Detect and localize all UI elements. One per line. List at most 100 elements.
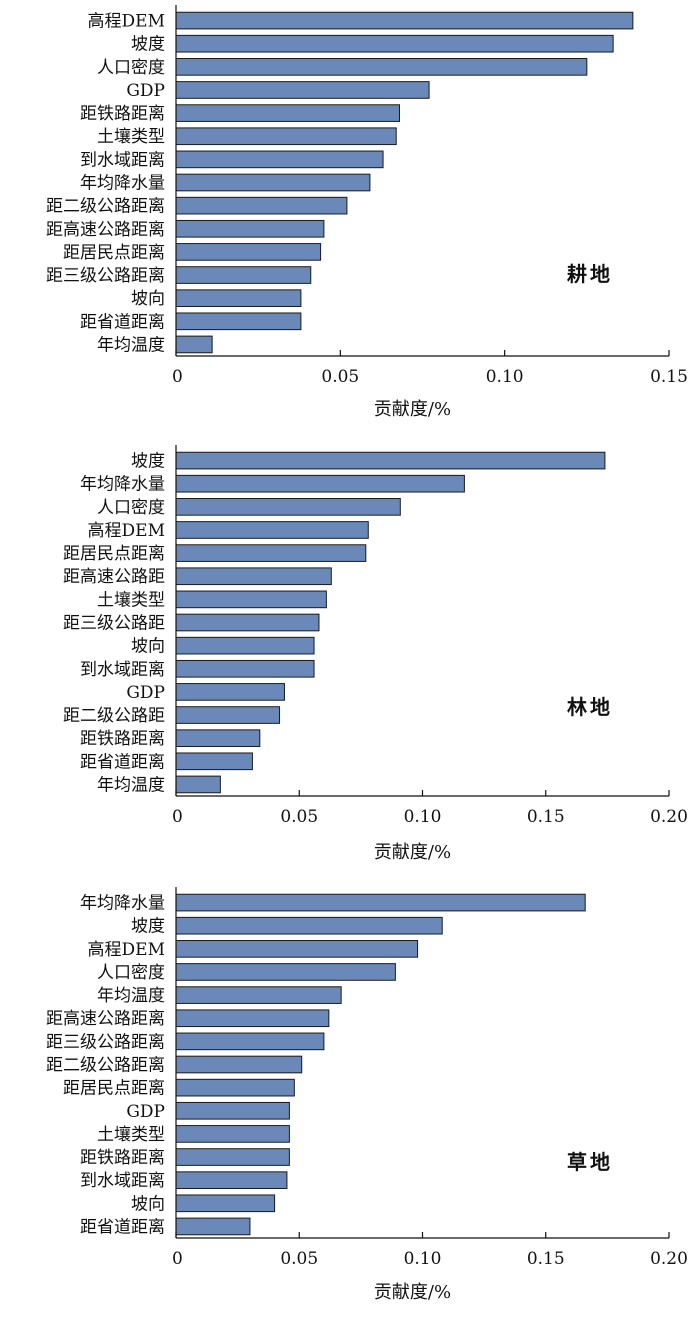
bar [175, 636, 315, 655]
category-label: 距铁路距离 [80, 1148, 165, 1168]
category-label: GDP [126, 683, 165, 703]
x-tick-label: 0.10 [404, 807, 442, 827]
bar [175, 683, 285, 701]
bar [175, 451, 606, 470]
bar [175, 150, 384, 169]
panel-label: 林地 [567, 695, 613, 719]
category-label: 距二级公路距 [63, 706, 165, 726]
category-label: 年均降水量 [80, 475, 165, 495]
category-label: 距二级公路距离 [46, 1056, 165, 1076]
bar [175, 963, 396, 981]
category-label: 土壤类型 [97, 589, 165, 610]
category-label: 距高速公路距离 [46, 1009, 165, 1029]
bar [175, 58, 588, 76]
bar [175, 752, 253, 771]
category-label: 人口密度 [97, 498, 165, 518]
bar [175, 335, 213, 354]
category-label: 坡度 [131, 35, 165, 55]
x-tick-label: 0.20 [650, 1249, 688, 1269]
bar [175, 986, 342, 1004]
category-label: 坡向 [131, 637, 165, 657]
bar [175, 104, 400, 122]
bar [175, 34, 614, 53]
bar [175, 289, 302, 307]
category-label: 距居民点距离 [63, 544, 165, 564]
category-label: 到水域距离 [80, 1171, 165, 1191]
category-label: 高程DEM [88, 521, 165, 541]
category-label: 距铁路距离 [80, 104, 165, 124]
category-label: 年均降水量 [80, 894, 165, 914]
x-tick-label: 0.10 [404, 1249, 442, 1269]
bar [175, 498, 401, 516]
bar [175, 1148, 290, 1166]
bar [175, 775, 221, 794]
bar [175, 266, 312, 284]
category-label: 坡向 [131, 1194, 165, 1214]
category-label: 土壤类型 [97, 1124, 165, 1145]
category-label: 距铁路距离 [80, 729, 165, 749]
category-label: 年均温度 [97, 986, 165, 1006]
bar [175, 613, 320, 632]
bar [175, 893, 586, 912]
category-label: 人口密度 [97, 963, 165, 983]
x-tick-label: 0 [172, 1249, 183, 1269]
x-tick-label: 0.05 [280, 1249, 318, 1269]
bar [175, 1217, 251, 1236]
bar [175, 544, 367, 562]
x-tick-label: 0.20 [650, 807, 688, 827]
x-tick-label: 0 [172, 807, 183, 827]
x-axis-label: 贡献度/% [374, 1282, 451, 1303]
x-tick-label: 0.15 [527, 1249, 565, 1269]
bar [175, 219, 325, 238]
category-label: 年均温度 [97, 775, 165, 795]
bar [175, 474, 465, 493]
bar [175, 567, 332, 586]
category-label: 距三级公路距离 [46, 1032, 165, 1052]
category-label: GDP [126, 1102, 165, 1122]
category-label: 年均温度 [97, 335, 165, 355]
x-tick-label: 0.15 [650, 367, 688, 387]
category-label: 到水域距离 [80, 150, 165, 170]
bar [175, 127, 397, 146]
bar [175, 706, 281, 724]
bar [175, 521, 369, 539]
category-label: 坡向 [131, 289, 165, 309]
bar [175, 81, 430, 99]
panel-label: 耕地 [567, 262, 613, 286]
category-label: 坡度 [131, 917, 165, 937]
category-label: 坡度 [131, 452, 165, 472]
bar [175, 1055, 303, 1074]
category-label: 到水域距离 [80, 660, 165, 680]
bar [175, 659, 315, 678]
x-tick-label: 0 [172, 367, 183, 387]
category-label: 年均降水量 [80, 174, 165, 194]
category-label: 距高速公路距离 [46, 220, 165, 240]
bar [175, 1032, 325, 1051]
category-label: 距省道距离 [80, 312, 165, 332]
bar [175, 1194, 276, 1213]
category-label: 高程DEM [88, 12, 165, 32]
bar [175, 1171, 288, 1189]
category-label: 高程DEM [88, 940, 165, 960]
x-tick-label: 0.05 [280, 807, 318, 827]
category-label: 距三级公路距离 [46, 266, 165, 286]
bar [175, 729, 261, 748]
bar [175, 312, 302, 331]
bar [175, 916, 443, 935]
bar [175, 1009, 330, 1028]
category-label: 距省道距离 [80, 752, 165, 772]
bar [175, 1101, 290, 1120]
category-label: 距居民点距离 [63, 243, 165, 263]
category-label: 人口密度 [97, 58, 165, 78]
x-axis-label: 贡献度/% [374, 842, 451, 863]
x-tick-label: 0.10 [486, 367, 524, 387]
category-label: 距高速公路距 [63, 567, 165, 587]
bar [175, 940, 419, 958]
bar [175, 11, 634, 30]
category-label: 距居民点距离 [63, 1079, 165, 1099]
bar [175, 1078, 295, 1097]
bar [175, 173, 371, 192]
